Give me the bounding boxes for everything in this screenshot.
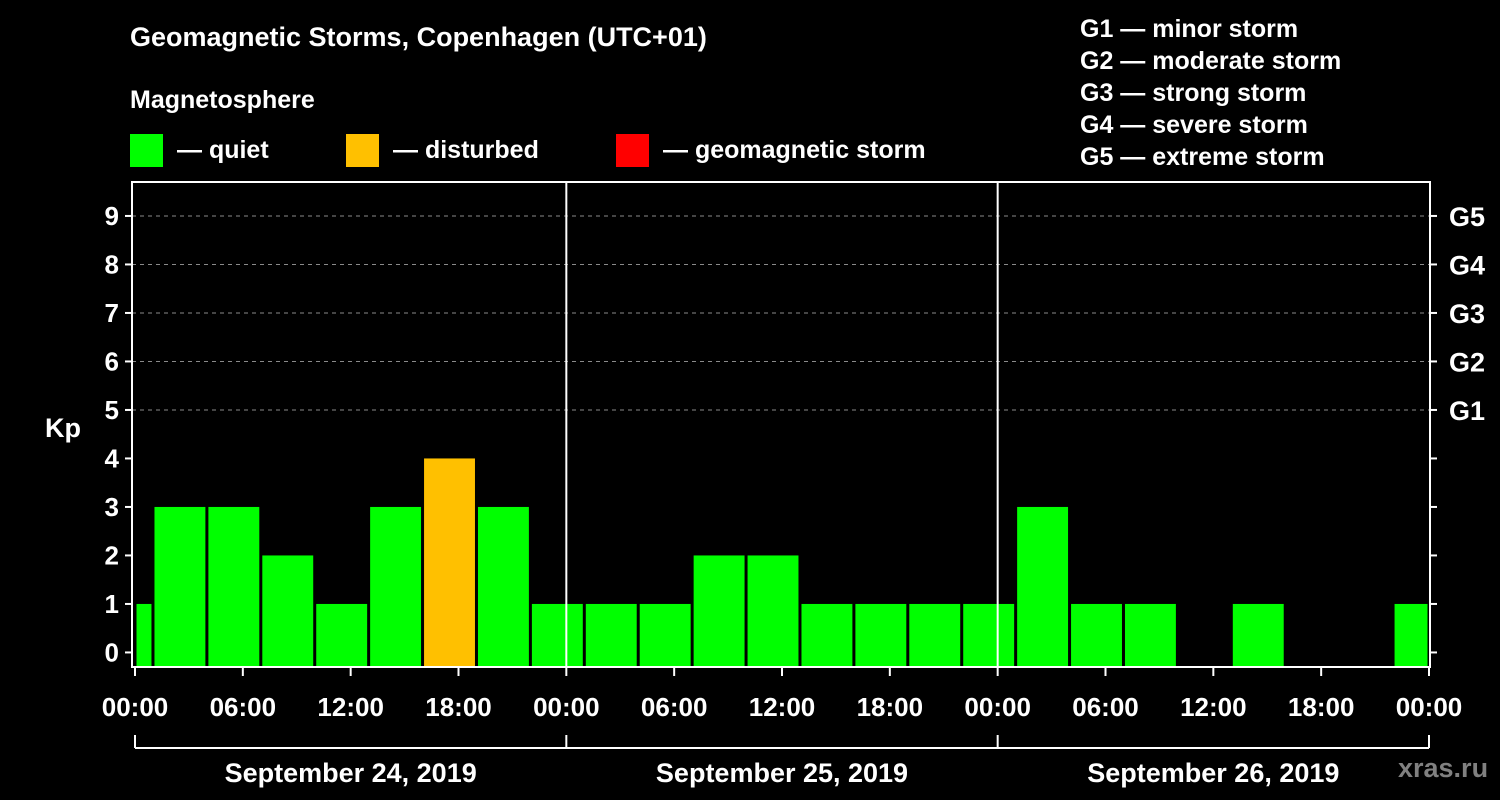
kp-bar-17 <box>963 603 1015 667</box>
legend-item-disturbed: — disturbed <box>346 133 539 167</box>
y-tick-label: 0 <box>105 637 119 667</box>
y-tick-label: 5 <box>105 395 119 425</box>
kp-bar-3 <box>208 506 260 667</box>
kp-bar-4 <box>262 555 314 667</box>
kp-bar-6 <box>370 506 422 667</box>
legend-heading: Magnetosphere <box>130 86 315 114</box>
kp-bar-19 <box>1071 603 1122 667</box>
kp-bar-11 <box>639 603 691 667</box>
kp-bar-18 <box>1017 506 1069 667</box>
x-tick-label: 18:00 <box>1288 692 1355 722</box>
right-axis-label-g1: G1 <box>1449 396 1485 426</box>
y-tick-label: 9 <box>105 201 119 231</box>
kp-bar-10 <box>585 603 637 667</box>
y-tick-label: 2 <box>105 540 119 570</box>
x-tick-label: 06:00 <box>1072 692 1139 722</box>
x-tick-label: 12:00 <box>1180 692 1247 722</box>
y-tick-label: 8 <box>105 249 119 279</box>
kp-bar-13 <box>747 555 799 667</box>
legend-label-disturbed: — disturbed <box>393 135 539 164</box>
right-axis-label-g4: G4 <box>1449 250 1485 280</box>
legend-item-quiet: — quiet <box>130 133 269 167</box>
x-tick-label: 12:00 <box>749 692 816 722</box>
kp-bar-16 <box>909 603 961 667</box>
x-tick-label: 18:00 <box>425 692 492 722</box>
chart-title: Geomagnetic Storms, Copenhagen (UTC+01) <box>130 22 707 52</box>
storm-scale-list: G1 — minor storm G2 — moderate storm G3 … <box>1080 13 1341 173</box>
legend-item-storm: — geomagnetic storm <box>616 133 926 167</box>
x-tick-label: 12:00 <box>317 692 384 722</box>
kp-bar-5 <box>316 603 368 667</box>
legend-label-quiet: — quiet <box>177 135 269 164</box>
legend-swatch-disturbed <box>346 133 379 167</box>
x-tick-label: 00:00 <box>533 692 600 722</box>
legend-swatch-storm <box>616 133 649 167</box>
x-tick-label: 00:00 <box>102 692 169 722</box>
kp-bar-1 <box>136 603 152 667</box>
storm-scale-g4: G4 — severe storm <box>1080 111 1308 139</box>
storm-scale-g1: G1 — minor storm <box>1080 15 1299 43</box>
storm-scale-g3: G3 — strong storm <box>1080 79 1307 107</box>
y-tick-label: 7 <box>105 298 119 328</box>
day-label-3: September 26, 2019 <box>1087 758 1339 788</box>
right-axis-label-g2: G2 <box>1449 347 1485 377</box>
x-tick-label: 18:00 <box>857 692 924 722</box>
kp-bar-20 <box>1124 603 1176 667</box>
day-label-1: September 24, 2019 <box>225 758 477 788</box>
x-tick-label: 06:00 <box>210 692 277 722</box>
kp-bar-15 <box>855 603 907 667</box>
y-tick-label: 4 <box>105 443 120 473</box>
kp-bar-9 <box>531 603 583 667</box>
kp-bar-21 <box>1232 603 1284 667</box>
y-tick-label: 1 <box>105 589 119 619</box>
kp-bar-12 <box>693 555 745 667</box>
legend-swatch-quiet <box>130 133 163 167</box>
kp-bar-7 <box>424 458 475 667</box>
day-label-2: September 25, 2019 <box>656 758 908 788</box>
right-axis-label-g3: G3 <box>1449 299 1485 329</box>
kp-bar-22 <box>1394 603 1428 667</box>
storm-scale-g2: G2 — moderate storm <box>1080 47 1342 75</box>
right-axis-label-g5: G5 <box>1449 202 1485 232</box>
y-tick-label: 6 <box>105 346 119 376</box>
storm-scale-g5: G5 — extreme storm <box>1080 143 1325 171</box>
kp-bar-14 <box>801 603 853 667</box>
kp-bar-2 <box>154 506 206 667</box>
y-axis-label: Kp <box>45 413 81 443</box>
watermark: xras.ru <box>1398 753 1489 783</box>
y-tick-label: 3 <box>105 492 119 522</box>
kp-bar-8 <box>477 506 529 667</box>
x-tick-label: 00:00 <box>1396 692 1463 722</box>
x-tick-label: 06:00 <box>641 692 708 722</box>
legend-label-storm: — geomagnetic storm <box>663 135 926 164</box>
x-tick-label: 00:00 <box>964 692 1031 722</box>
